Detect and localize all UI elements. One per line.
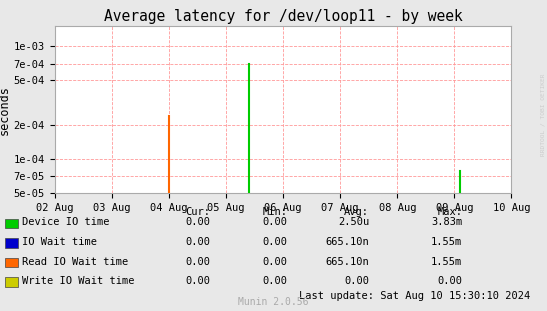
Text: Avg:: Avg: xyxy=(344,207,369,216)
Text: 1.55m: 1.55m xyxy=(431,237,462,247)
Bar xyxy=(5,258,18,267)
Title: Average latency for /dev/loop11 - by week: Average latency for /dev/loop11 - by wee… xyxy=(104,9,462,24)
Text: Last update: Sat Aug 10 15:30:10 2024: Last update: Sat Aug 10 15:30:10 2024 xyxy=(299,291,531,301)
Text: Min:: Min: xyxy=(262,207,287,216)
Text: 0.00: 0.00 xyxy=(262,276,287,286)
Text: Munin 2.0.56: Munin 2.0.56 xyxy=(238,297,309,307)
Bar xyxy=(5,238,18,248)
Text: Read IO Wait time: Read IO Wait time xyxy=(22,257,128,267)
Text: 3.83m: 3.83m xyxy=(431,217,462,227)
Bar xyxy=(5,277,18,287)
Text: 665.10n: 665.10n xyxy=(325,257,369,267)
Text: 0.00: 0.00 xyxy=(185,217,211,227)
Bar xyxy=(5,219,18,228)
Text: 0.00: 0.00 xyxy=(185,276,211,286)
Text: RRDTOOL / TOBI OETIKER: RRDTOOL / TOBI OETIKER xyxy=(541,74,546,156)
Text: 1.55m: 1.55m xyxy=(431,257,462,267)
Text: 0.00: 0.00 xyxy=(344,276,369,286)
Text: Max:: Max: xyxy=(437,207,462,216)
Text: Write IO Wait time: Write IO Wait time xyxy=(22,276,135,286)
Text: 0.00: 0.00 xyxy=(262,237,287,247)
Text: 665.10n: 665.10n xyxy=(325,237,369,247)
Text: 0.00: 0.00 xyxy=(185,257,211,267)
Text: 2.50u: 2.50u xyxy=(338,217,369,227)
Text: IO Wait time: IO Wait time xyxy=(22,237,97,247)
Text: 0.00: 0.00 xyxy=(262,217,287,227)
Text: 0.00: 0.00 xyxy=(185,237,211,247)
Text: Device IO time: Device IO time xyxy=(22,217,109,227)
Text: 0.00: 0.00 xyxy=(437,276,462,286)
Y-axis label: seconds: seconds xyxy=(0,85,11,135)
Text: Cur:: Cur: xyxy=(185,207,211,216)
Text: 0.00: 0.00 xyxy=(262,257,287,267)
